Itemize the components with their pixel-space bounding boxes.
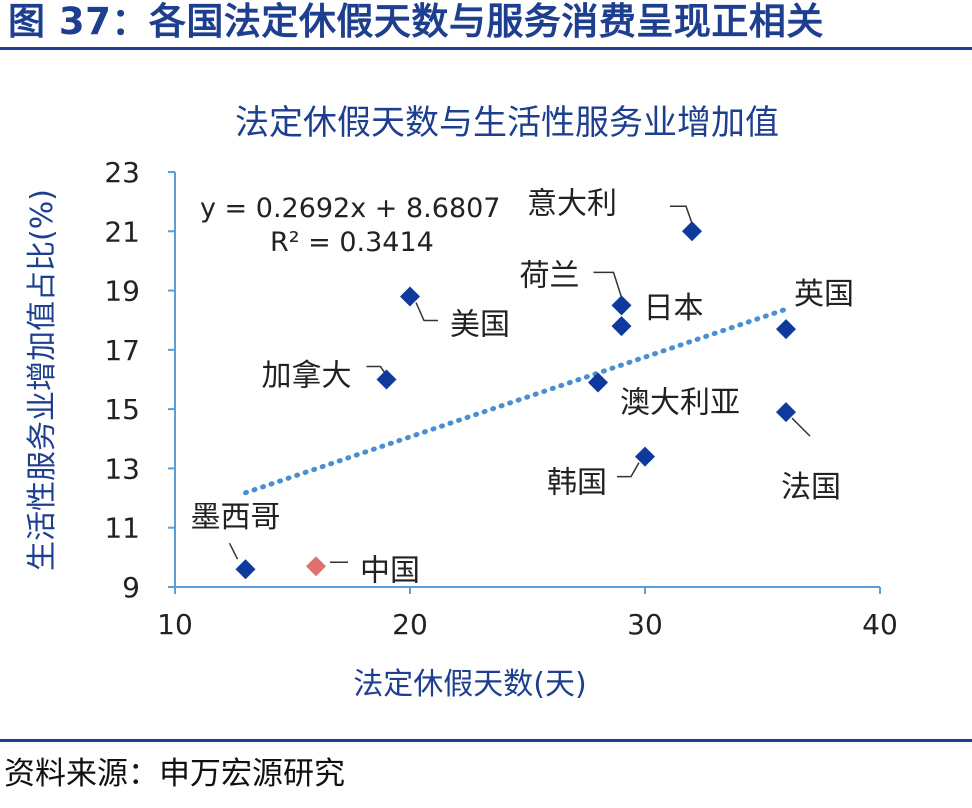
footer-rule (0, 739, 972, 742)
point-label: 墨西哥 (191, 500, 281, 535)
trendline-path (243, 306, 789, 496)
y-tick-label: 15 (104, 393, 140, 426)
data-point (635, 446, 655, 467)
data-point (611, 295, 632, 316)
y-tick-label: 19 (104, 275, 140, 308)
y-tick-label: 17 (104, 334, 140, 367)
source-note: 资料来源：申万宏源研究 (4, 756, 345, 792)
leader-line (617, 462, 640, 478)
figure-title: 图 37：各国法定休假天数与服务消费呈现正相关 (8, 0, 824, 43)
data-point (682, 221, 702, 242)
x-tick-label: 20 (392, 608, 428, 641)
y-axis-label: 生活性服务业增加值占比(%) (25, 189, 60, 571)
r-squared: R² = 0.3414 (270, 227, 434, 258)
scatter-chart: 法定休假天数与生活性服务业增加值 10 20 30 40 9 11 13 15 17 19 21 23… (25, 103, 898, 702)
y-tick-label: 11 (104, 512, 140, 545)
data-point (588, 372, 608, 393)
data-point (776, 402, 796, 423)
data-point (400, 286, 420, 307)
point-label: 意大利 (527, 186, 617, 221)
point-label: 英国 (794, 277, 854, 312)
data-point (306, 556, 326, 577)
title-rule (0, 47, 972, 50)
point-label: 中国 (360, 553, 420, 588)
y-tick-label: 21 (104, 215, 140, 248)
leader-line (791, 417, 811, 437)
data-points (235, 221, 796, 580)
point-label: 日本 (644, 291, 704, 326)
data-point (611, 316, 632, 337)
data-point (235, 559, 256, 580)
x-tick-label: 40 (862, 608, 898, 641)
point-label: 澳大利亚 (620, 385, 740, 420)
point-label: 法国 (781, 470, 841, 505)
point-label: 韩国 (547, 466, 607, 501)
point-label: 加拿大 (262, 359, 352, 394)
data-point (376, 369, 397, 390)
leader-line (670, 205, 693, 224)
point-label: 美国 (450, 308, 510, 343)
leader-line (415, 302, 438, 322)
regression-equation: y = 0.2692x + 8.6807 (200, 193, 500, 224)
leader-line (228, 542, 239, 560)
chart-title: 法定休假天数与生活性服务业增加值 (235, 103, 779, 143)
leader-line (593, 271, 623, 298)
y-tick-label: 23 (104, 156, 140, 189)
data-point (776, 319, 796, 340)
point-label: 荷兰 (520, 258, 580, 293)
trendline (243, 306, 789, 496)
y-tick-label: 9 (122, 571, 140, 604)
x-tick-label: 10 (157, 608, 193, 641)
x-tick-label: 30 (627, 608, 663, 641)
axis-ticks: 10 20 30 40 9 11 13 15 17 19 21 23 (104, 156, 897, 641)
y-tick-label: 13 (104, 452, 140, 485)
x-axis-label: 法定休假天数(天) (353, 667, 586, 702)
